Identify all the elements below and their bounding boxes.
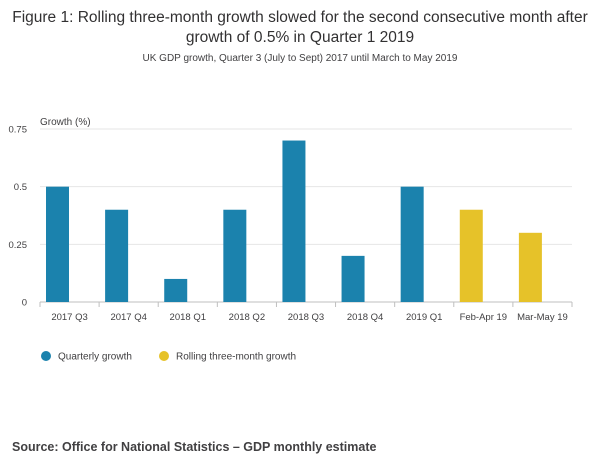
y-tick-labels: 0 0.25 0.5 0.75 <box>9 125 28 309</box>
x-tick-label: 2018 Q4 <box>347 312 383 323</box>
x-tick-label: Mar-May 19 <box>517 312 568 323</box>
x-tick-label: 2018 Q2 <box>229 312 265 323</box>
x-tick-label: 2018 Q3 <box>288 312 324 323</box>
legend-label: Rolling three-month growth <box>176 352 296 363</box>
y-tick-label: 0.25 <box>9 240 28 251</box>
source-note: Source: Office for National Statistics –… <box>12 440 377 454</box>
legend-marker <box>159 351 169 361</box>
gridlines <box>39 128 573 307</box>
bar <box>46 186 69 302</box>
x-tick-label: 2019 Q1 <box>406 312 442 323</box>
legend: Quarterly growth Rolling three-month grow… <box>41 351 296 363</box>
chart-subtitle: UK GDP growth, Quarter 3 (July to Sept) … <box>142 53 458 64</box>
bar <box>282 140 306 302</box>
y-tick-label: 0.5 <box>14 182 27 193</box>
bar <box>105 209 129 302</box>
y-tick-label: 0 <box>22 298 27 309</box>
legend-label: Quarterly growth <box>58 352 132 363</box>
y-axis-label: Growth (%) <box>40 117 91 128</box>
x-tick-label: Feb-Apr 19 <box>460 312 508 323</box>
bar <box>341 255 365 302</box>
bar <box>518 232 542 302</box>
x-tick-labels: 2017 Q3 2017 Q4 2018 Q1 2018 Q2 2018 Q3 2018 … <box>51 312 567 323</box>
bar <box>223 209 247 302</box>
bar <box>400 186 424 302</box>
legend-marker <box>41 351 51 361</box>
y-tick-label: 0.75 <box>9 125 28 136</box>
x-tick-label: 2018 Q1 <box>170 312 206 323</box>
x-tick-label: 2017 Q3 <box>51 312 87 323</box>
bars <box>46 140 542 302</box>
x-tick-label: 2017 Q4 <box>110 312 146 323</box>
bar <box>459 209 483 302</box>
bar <box>164 278 188 302</box>
chart-title: Figure 1: Rolling three-month growth slo… <box>12 9 588 46</box>
